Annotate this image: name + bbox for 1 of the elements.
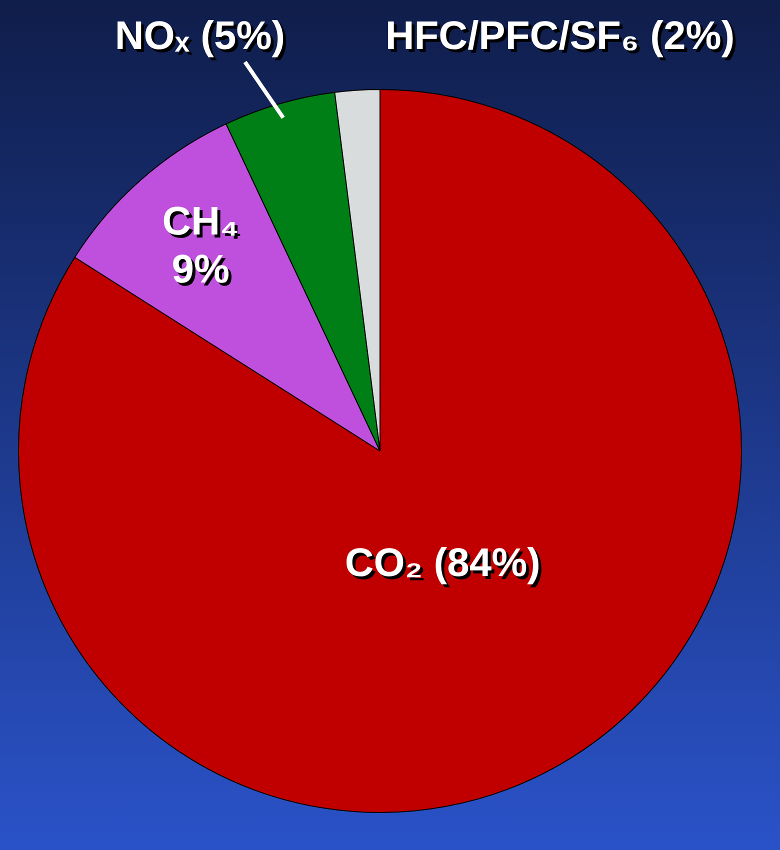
- data-label: 9%: [174, 250, 233, 295]
